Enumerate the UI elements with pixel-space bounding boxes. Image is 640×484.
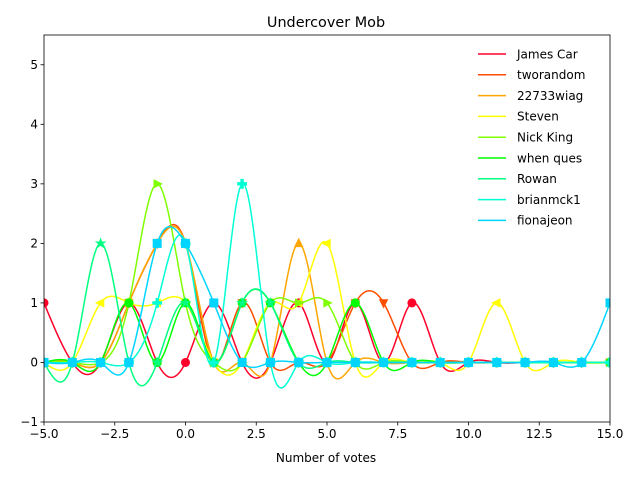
y-tick-label: 1 [30, 296, 38, 310]
data-point [44, 298, 49, 308]
legend-item: fionajeon [478, 214, 573, 228]
x-tick-label: −2.5 [100, 427, 129, 441]
data-point [181, 238, 191, 248]
data-point [548, 357, 558, 367]
data-point [152, 297, 163, 308]
legend-item: James Car [478, 47, 578, 61]
data-point [265, 357, 275, 367]
legend-item: Rowan [478, 172, 557, 186]
x-axis-label: Number of votes [276, 451, 376, 465]
data-point [577, 357, 587, 367]
data-point [321, 238, 331, 249]
data-point [605, 357, 610, 368]
x-tick-label: 12.5 [526, 427, 553, 441]
legend-label: Nick King [517, 131, 573, 145]
data-point [379, 357, 389, 367]
data-point [124, 298, 134, 308]
legend-label: tworandom [517, 68, 585, 82]
legend-item: tworandom [478, 68, 585, 82]
y-tick-label: −1 [20, 415, 38, 429]
data-point [520, 357, 530, 367]
data-point [96, 357, 106, 367]
data-point [294, 237, 304, 248]
legend-label: fionajeon [517, 214, 573, 228]
legend-item: Steven [478, 110, 559, 124]
data-point [237, 357, 247, 367]
legend-label: James Car [516, 47, 578, 61]
x-tick-label: 0.0 [176, 427, 195, 441]
series-layer [44, 178, 610, 389]
legend-label: when ques [517, 151, 582, 165]
data-point [67, 357, 77, 367]
data-point [294, 298, 305, 308]
data-point [236, 296, 248, 308]
data-point [350, 357, 360, 367]
legend-item: when ques [478, 151, 582, 165]
legend-label: Rowan [517, 172, 557, 186]
x-tick-label: 10.0 [455, 427, 482, 441]
data-point [181, 357, 191, 367]
legend-label: 22733wiag [517, 89, 583, 103]
data-point [378, 299, 389, 309]
data-point [264, 296, 277, 308]
data-point [491, 298, 501, 308]
x-tick-label: 5.0 [317, 427, 336, 441]
legend-label: Steven [517, 110, 559, 124]
legend-item: 22733wiag [478, 89, 583, 103]
data-point [322, 357, 332, 367]
y-tick-label: 4 [30, 118, 38, 132]
legend-item: brianmck1 [478, 193, 581, 207]
legend: James Car tworandom 22733wiag Steven Nick Ki… [478, 47, 585, 228]
y-tick-label: 5 [30, 58, 38, 72]
data-point [463, 357, 473, 367]
data-point [435, 357, 445, 367]
data-point [407, 357, 417, 367]
legend-label: brianmck1 [517, 193, 581, 207]
x-tick-label: 7.5 [388, 427, 407, 441]
data-point [44, 357, 49, 367]
chart-title: Undercover Mob [267, 15, 385, 31]
y-tick-label: 3 [30, 177, 38, 191]
x-tick-label: 15.0 [597, 427, 624, 441]
data-point [94, 298, 105, 308]
legend-item: Nick King [478, 131, 573, 145]
y-tick-label: 2 [30, 237, 38, 251]
data-point [294, 357, 304, 367]
x-tick-label: 2.5 [247, 427, 266, 441]
data-point [407, 298, 417, 308]
data-point [153, 179, 163, 189]
data-point [209, 298, 219, 308]
data-point [151, 356, 164, 368]
data-point [237, 178, 248, 189]
data-point [208, 357, 219, 368]
tick-layer: −5.0 −2.5 0.0 2.5 5.0 7.5 10.0 12.5 15.0 −1 0 1 2 3 4 5 [20, 58, 623, 441]
x-tick-label: −5.0 [29, 427, 58, 441]
data-point [152, 238, 162, 248]
data-point [94, 237, 107, 249]
data-point [350, 298, 360, 308]
y-tick-label: 0 [30, 356, 38, 370]
data-point [492, 357, 502, 367]
data-point [179, 296, 192, 308]
data-point [124, 357, 134, 367]
data-point [323, 298, 333, 308]
